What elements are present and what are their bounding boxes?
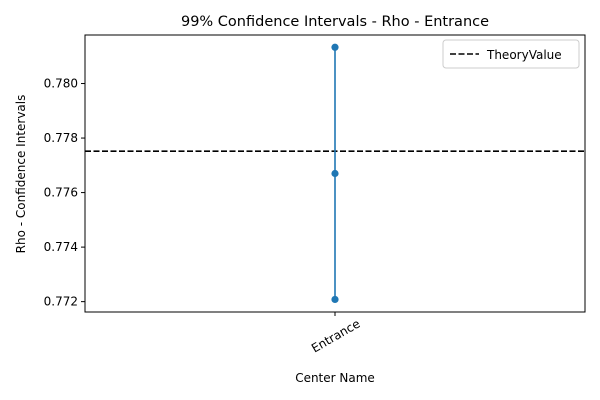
legend-frame: [442, 39, 580, 69]
y-tick-label: 0.776: [44, 186, 78, 200]
y-tick-label: 0.774: [44, 240, 78, 254]
interval-point-upper: [331, 43, 339, 51]
y-axis-label: Rho - Confidence Intervals: [14, 95, 28, 254]
plot-area: [85, 43, 585, 304]
legend-entry-theoryvalue: TheoryValue: [486, 48, 562, 62]
legend: TheoryValue: [442, 39, 580, 69]
y-tick-label: 0.780: [44, 77, 78, 91]
chart-title: 99% Confidence Intervals - Rho - Entranc…: [181, 14, 489, 30]
interval-point-mean: [331, 169, 339, 178]
y-tick-label: 0.778: [44, 131, 78, 145]
y-tick-label: 0.772: [44, 295, 78, 309]
x-axis-label: Center Name: [295, 371, 375, 385]
interval-point-lower: [331, 295, 339, 304]
plot-frame: [84, 34, 586, 313]
y-axis: 0.772 0.774 0.776 0.778 0.780: [44, 77, 85, 309]
